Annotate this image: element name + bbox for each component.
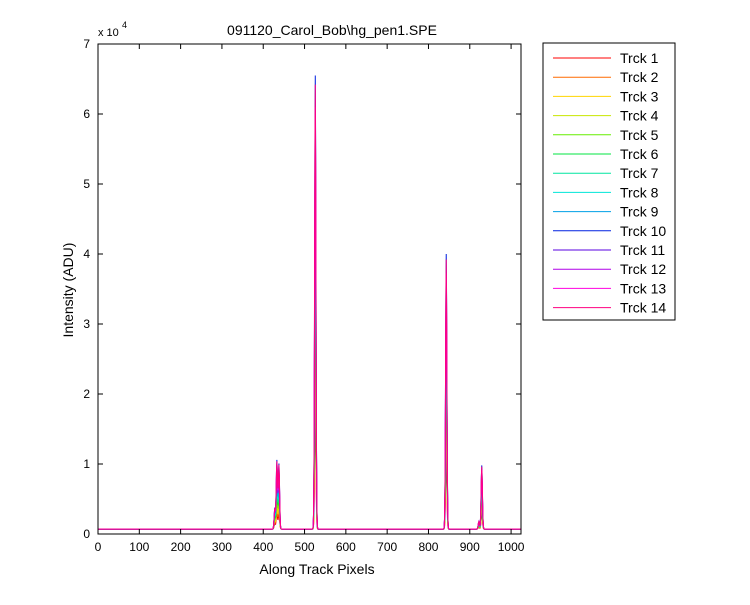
x-tick-label: 0	[95, 540, 102, 554]
legend-entry: Trck 4	[620, 108, 659, 124]
legend-entry: Trck 12	[620, 261, 666, 277]
legend-entry: Trck 2	[620, 69, 659, 85]
y-tick-label: 1	[83, 457, 90, 471]
x-tick-label: 400	[253, 540, 273, 554]
x-axis-label: Along Track Pixels	[259, 561, 374, 577]
x-tick-label: 800	[418, 540, 438, 554]
x-tick-label: 300	[212, 540, 232, 554]
y-tick-label: 2	[83, 387, 90, 401]
x-tick-label: 200	[171, 540, 191, 554]
legend: Trck 1 Trck 2 Trck 3 Trck 4 Trck 5 Trck 6 Trck…	[542, 42, 676, 321]
x-axis: 0 100 200 300 400 500 600 700 800 900 1000	[95, 44, 525, 554]
y-tick-label: 4	[83, 247, 90, 261]
y-axis-multiplier: x 10 4	[98, 20, 127, 39]
x-tick-label: 700	[377, 540, 397, 554]
axes-box	[97, 43, 522, 535]
legend-entry: Trck 13	[620, 280, 666, 296]
legend-entry: Trck 10	[620, 223, 666, 239]
legend-entry: Trck 3	[620, 88, 659, 104]
x-tick-label: 500	[295, 540, 315, 554]
legend-entry: Trck 7	[620, 165, 659, 181]
y-axis: 0 1 2 3 4 5 6 7	[83, 37, 521, 541]
x-tick-label: 1000	[498, 540, 525, 554]
legend-entry: Trck 5	[620, 127, 659, 143]
series-layer	[98, 75, 521, 530]
y-tick-label: 7	[83, 37, 90, 51]
y-tick-label: 6	[83, 107, 90, 121]
series-line-14	[98, 84, 521, 530]
y-multiplier-exponent: 4	[122, 20, 127, 30]
legend-entry: Trck 14	[620, 300, 666, 316]
x-tick-label: 600	[336, 540, 356, 554]
x-tick-label: 100	[129, 540, 149, 554]
y-multiplier-base: x 10	[98, 27, 119, 39]
y-axis-label: Intensity (ADU)	[60, 243, 76, 338]
legend-entry: Trck 6	[620, 146, 659, 162]
legend-entry: Trck 9	[620, 204, 659, 220]
chart-title: 091120_Carol_Bob\hg_pen1.SPE	[227, 22, 437, 38]
legend-entry: Trck 8	[620, 184, 659, 200]
legend-entry: Trck 11	[620, 242, 665, 258]
legend-box	[542, 42, 676, 321]
y-tick-label: 0	[83, 527, 90, 541]
plot-area	[98, 44, 521, 534]
y-tick-label: 5	[83, 177, 90, 191]
legend-entry: Trck 1	[620, 50, 659, 66]
y-tick-label: 3	[83, 317, 90, 331]
x-tick-label: 900	[460, 540, 480, 554]
